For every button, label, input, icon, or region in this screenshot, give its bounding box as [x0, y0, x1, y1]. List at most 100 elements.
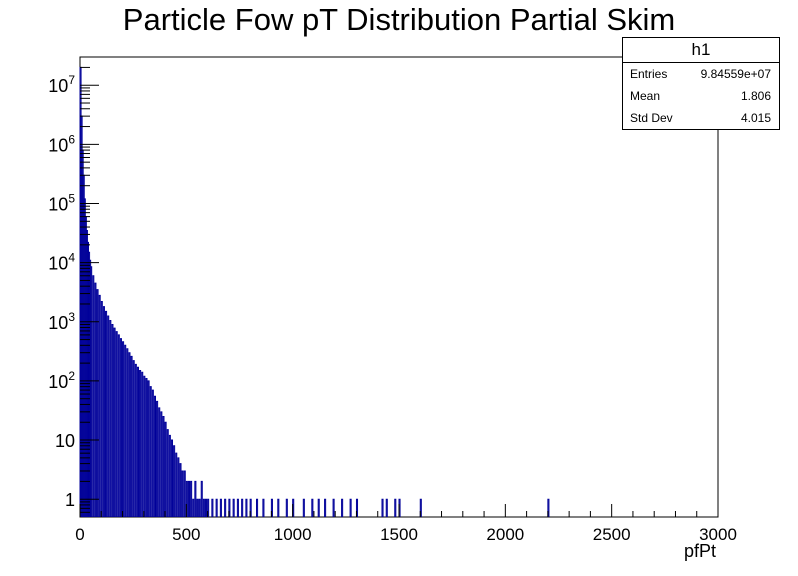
x-tick-label: 1000	[274, 525, 312, 544]
x-tick-label: 3000	[699, 525, 737, 544]
stats-box: h1 Entries 9.84559e+07 Mean 1.806 Std De…	[622, 37, 780, 130]
stats-value-mean: 1.806	[740, 89, 771, 103]
x-axis: 0 500 1000 1500 2000 2500 3000	[75, 504, 737, 544]
histogram-bin	[156, 400, 159, 517]
y-tick-label: 106	[48, 132, 75, 155]
y-tick-label: 105	[48, 191, 75, 214]
histogram-bin	[207, 498, 210, 517]
stats-row-stddev: Std Dev 4.015	[623, 107, 779, 129]
histogram-bin	[187, 480, 191, 517]
histogram-bin	[130, 355, 133, 517]
histogram-bin	[170, 439, 174, 517]
histogram-bin	[285, 498, 288, 517]
histogram-bin	[98, 294, 101, 517]
x-tick-label: 2000	[486, 525, 524, 544]
histogram-bin	[153, 395, 156, 517]
histogram-bin	[109, 320, 112, 517]
y-axis: 1 10 102 103 104 105 106 107	[48, 56, 99, 513]
histogram-bin	[202, 498, 205, 517]
histogram-bin	[107, 315, 110, 517]
histogram-bin	[179, 463, 182, 517]
histogram-bin	[194, 480, 197, 517]
histogram-bin	[149, 386, 152, 517]
histogram-bin	[119, 338, 122, 517]
stats-row-entries: Entries 9.84559e+07	[623, 63, 779, 85]
histogram-bin	[96, 289, 99, 517]
histogram-bin	[90, 266, 93, 517]
y-tick-label: 107	[48, 73, 75, 96]
histogram-series	[79, 66, 550, 517]
histogram-bin	[173, 445, 176, 517]
histogram-bin	[164, 421, 167, 517]
histogram-bin	[92, 275, 95, 517]
histogram-bin	[100, 301, 103, 517]
histogram-bin	[219, 498, 222, 517]
histogram-bin	[158, 407, 161, 517]
stats-box-title: h1	[623, 38, 779, 63]
histogram-bin	[160, 411, 163, 517]
histogram-bin	[115, 331, 118, 517]
histogram-bin	[192, 498, 195, 517]
histogram-bin	[332, 498, 335, 517]
histogram-bin	[102, 306, 105, 517]
histogram-bin	[175, 452, 178, 517]
histogram-bin	[143, 375, 146, 517]
stats-label-entries: Entries	[630, 67, 668, 81]
histogram-bin	[355, 498, 359, 517]
histogram-bin	[311, 498, 314, 517]
stats-value-stddev: 4.015	[740, 111, 771, 125]
histogram-bin	[181, 470, 184, 517]
histogram-bin	[141, 371, 144, 517]
y-tick-label: 104	[48, 251, 75, 274]
histogram-bin	[394, 498, 397, 517]
histogram-bin	[94, 282, 97, 517]
histogram-bin	[228, 498, 231, 517]
histogram-bin	[166, 429, 169, 517]
histogram-bin	[132, 360, 135, 517]
histogram-bin	[245, 498, 248, 517]
histogram-bin	[105, 310, 108, 517]
x-axis-title: pfPt	[684, 541, 717, 561]
stats-row-mean: Mean 1.806	[623, 85, 779, 107]
y-tick-label: 103	[48, 310, 75, 333]
histogram-bin	[341, 498, 344, 517]
histogram-bin	[151, 389, 154, 517]
histogram-bin	[185, 480, 188, 517]
histogram-bin	[134, 363, 137, 517]
histogram-bin	[547, 498, 550, 517]
histogram-bin	[236, 498, 239, 517]
histogram-bin	[128, 352, 131, 517]
histogram-bin	[198, 498, 201, 517]
histogram-bin	[317, 498, 320, 517]
y-tick-label: 1	[65, 490, 75, 510]
histogram-bin	[270, 498, 273, 517]
histogram-bin	[241, 498, 244, 517]
histogram-bin	[183, 470, 186, 517]
histogram-bin	[204, 498, 208, 517]
stats-label-stddev: Std Dev	[630, 111, 673, 125]
histogram-bin	[324, 498, 327, 517]
histogram-bin	[162, 416, 165, 517]
histogram-bin	[168, 434, 171, 517]
x-tick-label: 1500	[380, 525, 418, 544]
histogram-bin	[196, 498, 199, 517]
histogram-bin	[381, 498, 384, 517]
histogram-bin	[262, 498, 265, 517]
histogram-bin	[224, 498, 227, 517]
histogram-bin	[302, 498, 305, 517]
histogram-bin	[124, 344, 127, 517]
histogram-bin	[126, 348, 129, 517]
histogram-bin	[139, 370, 142, 517]
histogram-bin	[215, 498, 218, 517]
histogram-bin	[419, 498, 422, 517]
histogram-bin	[249, 498, 252, 517]
histogram-bin	[200, 480, 203, 517]
histogram-bin	[277, 498, 280, 517]
x-tick-label: 0	[75, 525, 84, 544]
histogram-bin	[145, 377, 148, 517]
histogram-bin	[232, 498, 235, 517]
chart-title: Particle Fow pT Distribution Partial Ski…	[122, 2, 676, 37]
y-tick-label: 10	[55, 431, 75, 451]
histogram-bin	[190, 480, 193, 517]
